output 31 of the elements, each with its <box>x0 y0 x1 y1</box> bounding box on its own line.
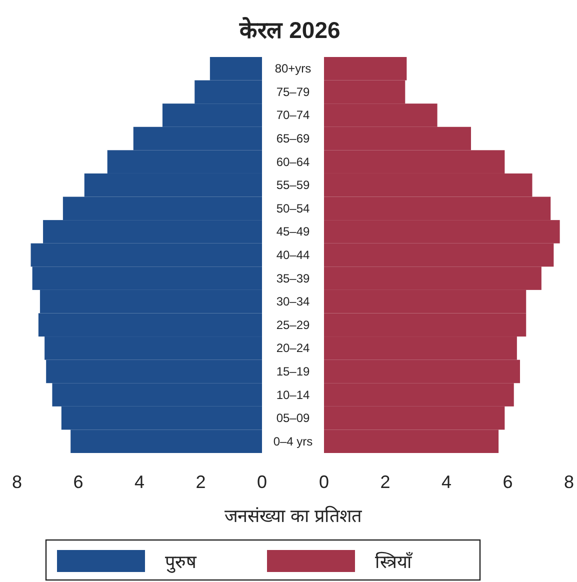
y-tick-label: 55–59 <box>276 178 310 192</box>
y-tick-label: 80+yrs <box>274 62 312 76</box>
y-tick-label: 70–74 <box>276 108 310 122</box>
x-tick-label: 8 <box>12 472 22 492</box>
y-tick-label: 20–24 <box>276 341 310 356</box>
y-tick-label: 0–4 yrs <box>273 434 313 448</box>
y-tick-label: 10–14 <box>276 388 310 402</box>
x-axis-title: जनसंख्या का प्रतिशत <box>224 505 362 526</box>
y-tick-label: 65–69 <box>276 132 310 146</box>
y-tick-label: 05–09 <box>276 411 310 426</box>
y-tick-label: 40–44 <box>276 248 310 262</box>
legend-label: पुरुष <box>165 552 197 573</box>
y-tick-label: 50–54 <box>276 201 310 216</box>
y-tick-label: 25–29 <box>276 318 310 332</box>
x-tick-label: 6 <box>73 472 84 492</box>
y-tick-label: 15–19 <box>276 364 310 378</box>
x-tick-label: 0 <box>318 472 330 492</box>
legend-label: स्त्रियाँ <box>375 551 413 572</box>
x-tick-label: 4 <box>441 472 452 492</box>
x-tick-label: 4 <box>134 472 145 492</box>
y-tick-label: 60–64 <box>276 154 310 169</box>
x-tick-label: 0 <box>256 472 268 492</box>
x-tick-label: 6 <box>502 472 513 492</box>
x-tick-label: 2 <box>196 472 206 492</box>
x-tick-label: 2 <box>380 472 390 492</box>
y-tick-label: 30–34 <box>276 294 310 309</box>
x-tick-label: 8 <box>564 472 574 492</box>
y-tick-label: 75–79 <box>276 84 310 99</box>
y-tick-label: 35–39 <box>276 271 310 286</box>
chart-title: केरल 2026 <box>238 16 340 43</box>
y-tick-label: 45–49 <box>276 224 310 239</box>
